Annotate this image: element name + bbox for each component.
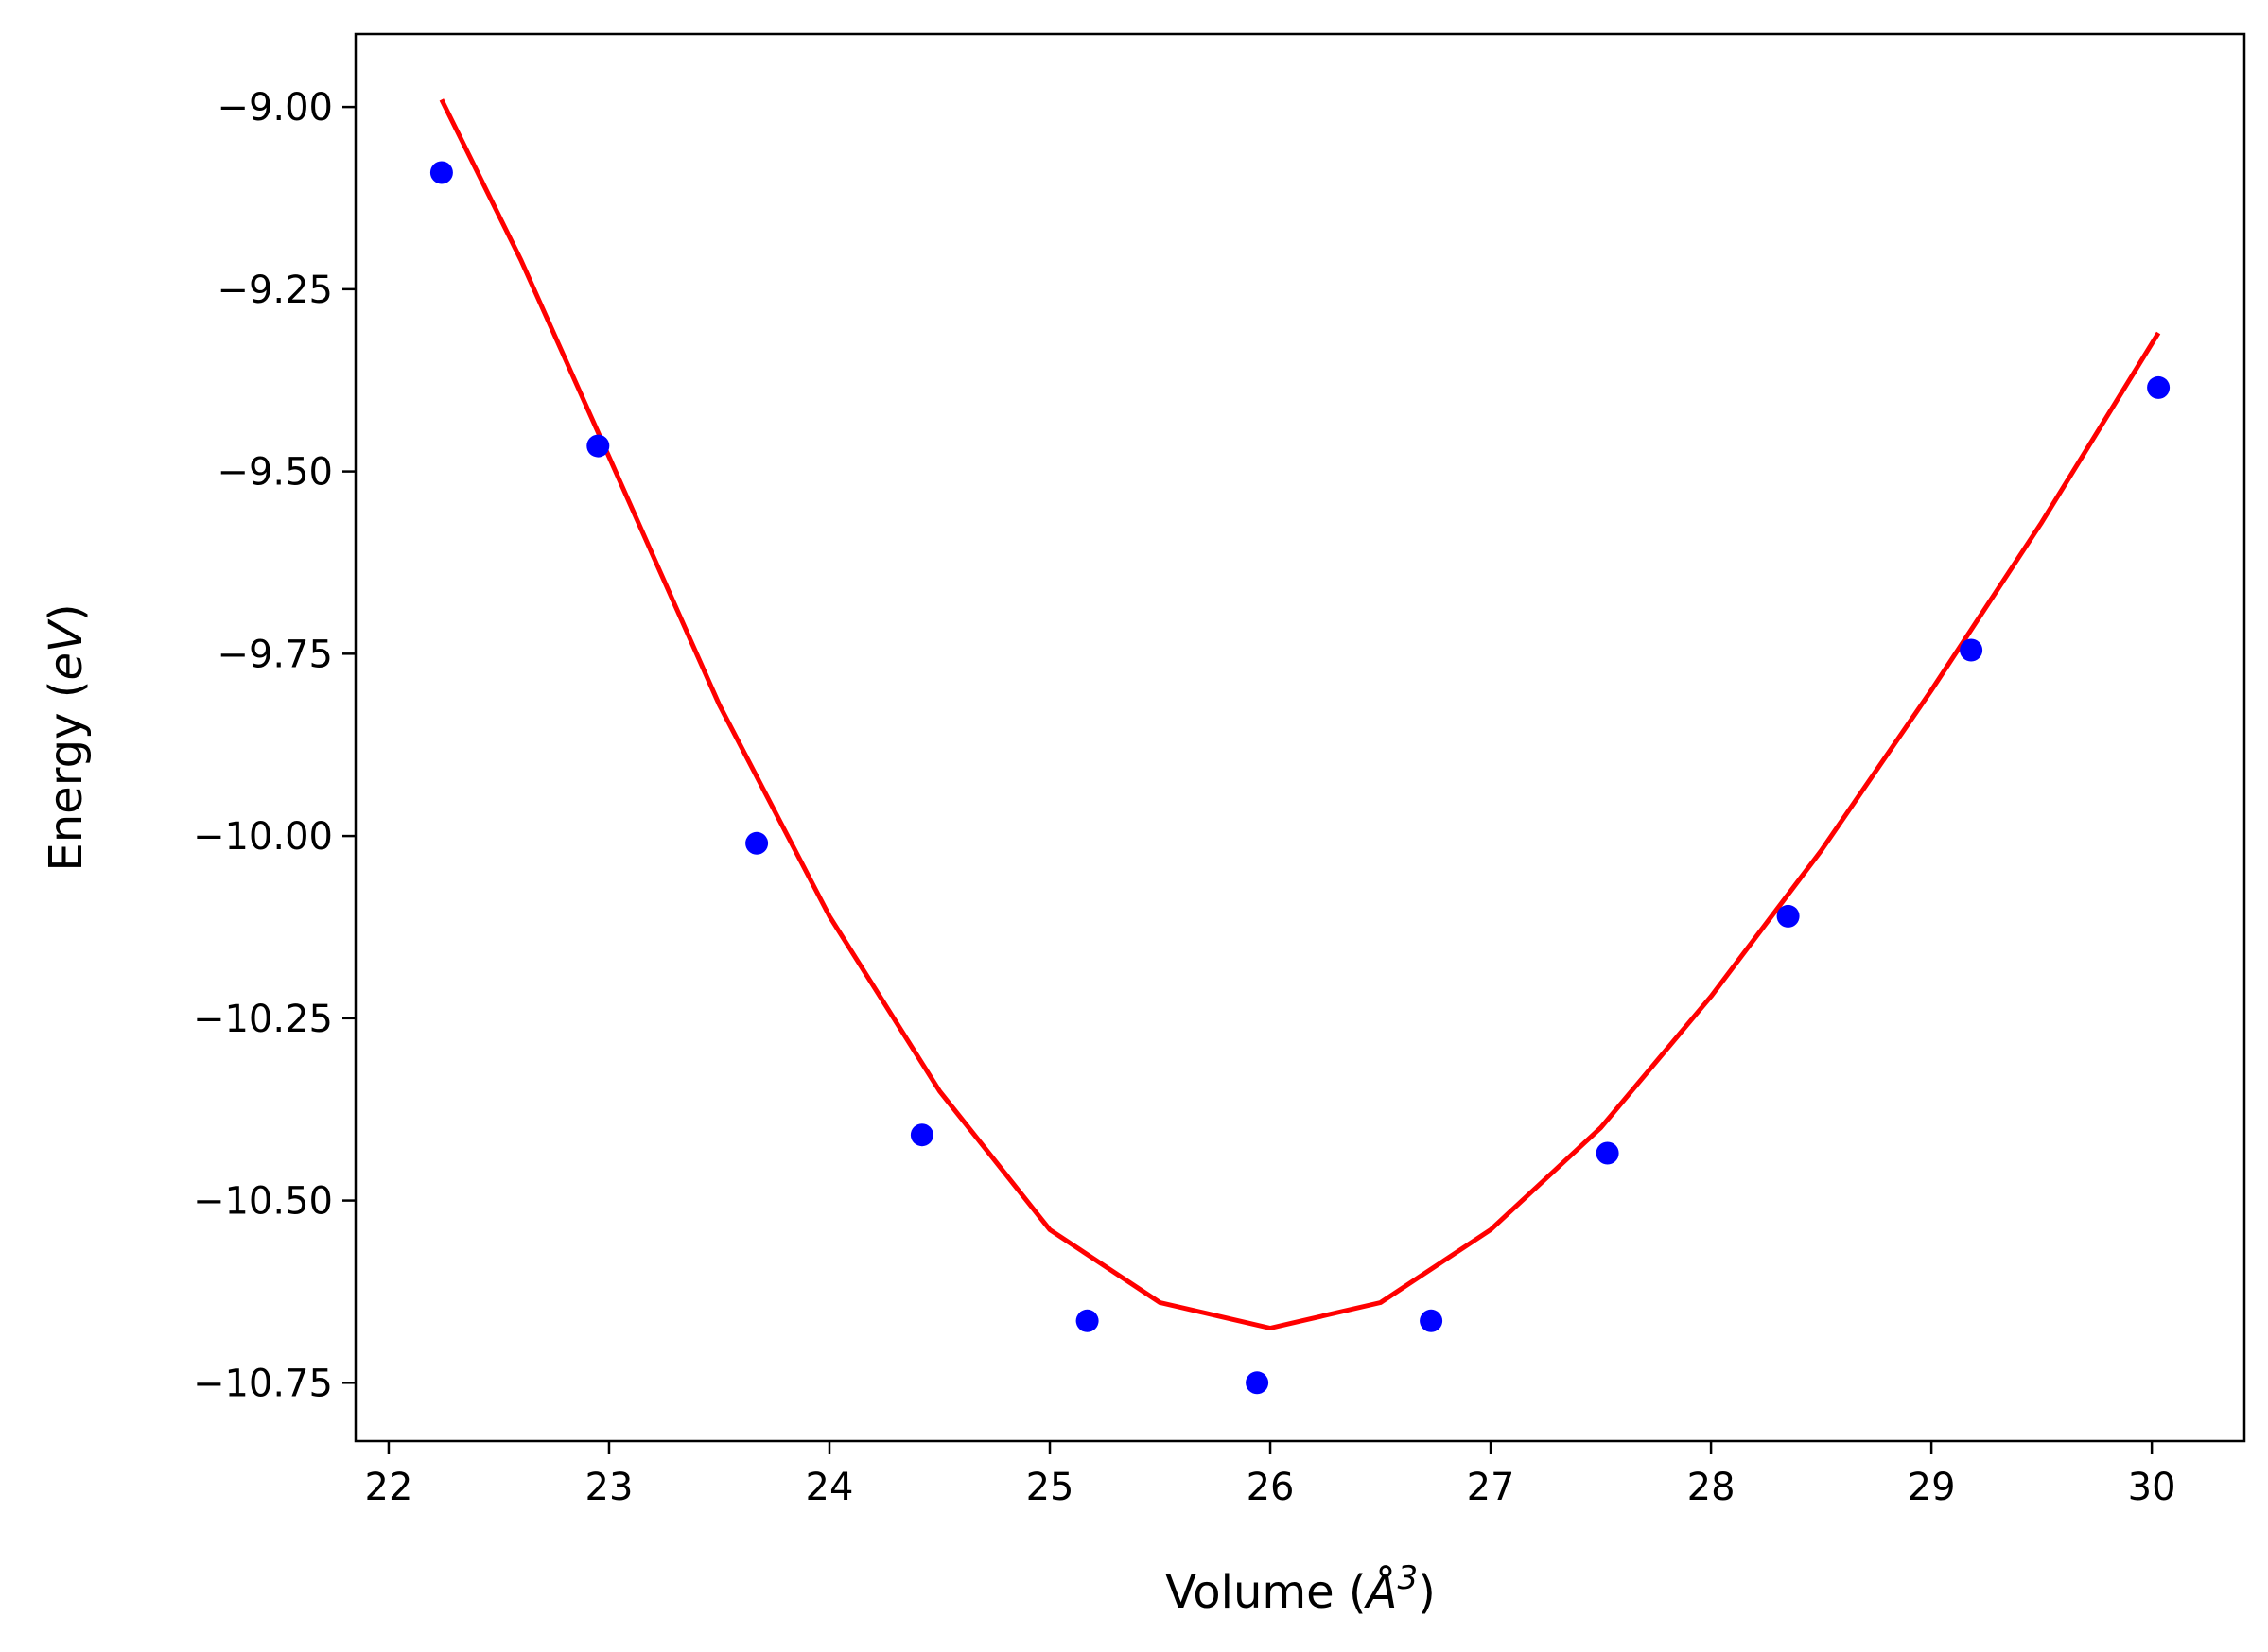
- y-tick-label: −10.75: [193, 1362, 333, 1405]
- data-point: [1075, 1309, 1099, 1332]
- fit-curve: [439, 98, 2161, 1330]
- data-point: [910, 1123, 933, 1147]
- x-tick-label: 28: [1687, 1466, 1736, 1509]
- data-point: [2147, 375, 2171, 399]
- axes-frame: [354, 32, 2246, 1443]
- data-point: [586, 434, 610, 458]
- data-point: [745, 831, 769, 855]
- y-tick-label: −9.50: [217, 451, 333, 495]
- y-axis: −9.00 −9.25 −9.50 −9.75 −10.00 −10.25 −10.50 −1…: [193, 86, 356, 1405]
- plot-area: [429, 98, 2171, 1395]
- data-point: [429, 161, 453, 184]
- y-tick-label: −9.75: [217, 633, 333, 676]
- x-axis: 22 23 24 25 26 27 28 29 30: [365, 1441, 2176, 1509]
- x-tick-label: 26: [1247, 1466, 1295, 1509]
- x-tick-label: 23: [585, 1466, 634, 1509]
- y-axis-label: Energy (eV): [40, 603, 93, 871]
- x-tick-label: 27: [1467, 1466, 1515, 1509]
- y-tick-label: −9.25: [217, 269, 333, 312]
- x-tick-label: 29: [1908, 1466, 1956, 1509]
- x-tick-label: 22: [365, 1466, 413, 1509]
- x-tick-label: 24: [806, 1466, 854, 1509]
- x-tick-label: 30: [2128, 1466, 2176, 1509]
- data-point: [1596, 1141, 1619, 1165]
- y-tick-label: −10.00: [193, 815, 333, 859]
- data-point: [1960, 638, 1983, 662]
- data-point: [1420, 1309, 1443, 1332]
- data-point: [1776, 904, 1800, 928]
- y-tick-label: −9.00: [217, 86, 333, 130]
- x-tick-label: 25: [1026, 1466, 1074, 1509]
- y-tick-label: −10.25: [193, 998, 333, 1041]
- x-axis-label: Volume (Å3): [1165, 1559, 1436, 1619]
- data-point: [1246, 1371, 1269, 1395]
- y-tick-label: −10.50: [193, 1180, 333, 1224]
